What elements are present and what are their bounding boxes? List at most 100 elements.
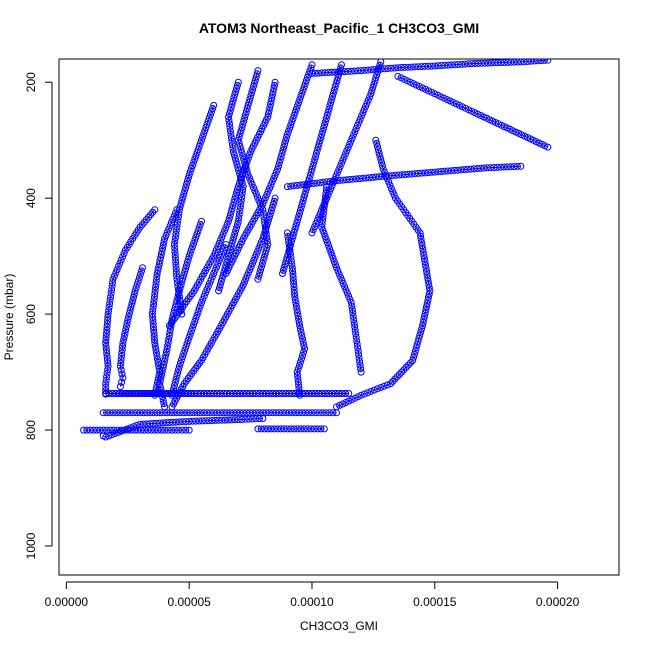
- data-point: [262, 227, 270, 235]
- data-point: [149, 313, 157, 321]
- data-point: [507, 59, 515, 66]
- data-series-21: [99, 415, 267, 441]
- data-point: [189, 324, 196, 332]
- data-point: [103, 409, 111, 417]
- data-point: [213, 263, 220, 271]
- data-point: [265, 409, 273, 417]
- data-point: [282, 390, 290, 397]
- data-point: [441, 167, 449, 175]
- data-point: [360, 106, 368, 114]
- data-point: [216, 390, 224, 397]
- data-point: [350, 319, 358, 327]
- data-point: [322, 409, 330, 417]
- data-point: [104, 366, 112, 374]
- data-point: [107, 293, 115, 301]
- data-point: [397, 64, 405, 71]
- data-point: [174, 369, 182, 377]
- data-point: [331, 83, 339, 91]
- data-point: [391, 375, 399, 383]
- data-point: [377, 384, 385, 391]
- data-point: [102, 336, 110, 344]
- data-point: [401, 63, 409, 71]
- data-point: [305, 70, 313, 78]
- data-point: [467, 165, 475, 173]
- data-point: [309, 226, 317, 234]
- data-point: [294, 309, 301, 317]
- data-point: [194, 308, 202, 316]
- data-point: [311, 223, 319, 231]
- data-point: [296, 206, 304, 214]
- data-point: [291, 296, 299, 304]
- data-point: [279, 409, 286, 417]
- data-series-23: [283, 162, 525, 191]
- data-point: [287, 241, 294, 249]
- data-point: [226, 120, 233, 128]
- data-point: [163, 228, 171, 236]
- data-point: [225, 416, 232, 424]
- data-point: [418, 239, 426, 247]
- data-point: [300, 181, 308, 189]
- data-point: [122, 326, 130, 334]
- data-point: [231, 91, 239, 99]
- data-point: [154, 266, 162, 274]
- data-point: [254, 275, 262, 283]
- data-point: [325, 242, 333, 250]
- data-point: [251, 76, 259, 84]
- data-point: [326, 178, 334, 185]
- data-point: [292, 299, 300, 307]
- data-point: [115, 262, 122, 270]
- data-point: [130, 293, 137, 301]
- data-point: [333, 169, 341, 177]
- data-point: [351, 326, 359, 334]
- data-point: [149, 420, 157, 427]
- data-point: [441, 61, 449, 69]
- data-point: [109, 279, 116, 287]
- data-point: [201, 127, 209, 135]
- data-point: [171, 254, 179, 262]
- data-point: [218, 233, 226, 241]
- data-point: [116, 362, 124, 370]
- data-point: [193, 230, 201, 238]
- data-point: [230, 233, 238, 241]
- data-point: [177, 199, 185, 207]
- data-point: [259, 206, 267, 214]
- data-point: [308, 409, 316, 417]
- data-point: [229, 236, 237, 244]
- data-point: [394, 64, 402, 72]
- data-point: [497, 59, 505, 67]
- data-point: [105, 307, 113, 315]
- data-point: [108, 431, 116, 439]
- data-point: [147, 426, 155, 434]
- data-point: [174, 286, 182, 294]
- data-point: [302, 77, 310, 85]
- data-point: [238, 416, 246, 423]
- data-point: [196, 302, 204, 310]
- data-point: [422, 264, 430, 272]
- data-point: [113, 266, 121, 274]
- data-point: [255, 244, 263, 252]
- data-point: [292, 302, 300, 310]
- data-point: [321, 69, 329, 77]
- data-point: [313, 146, 321, 154]
- data-point: [222, 224, 230, 232]
- data-point: [157, 373, 165, 381]
- data-point: [308, 229, 316, 237]
- data-point: [346, 176, 354, 183]
- data-point: [325, 105, 333, 113]
- data-point: [233, 186, 241, 194]
- data-point: [342, 176, 350, 184]
- data-point: [102, 380, 110, 388]
- data-point: [231, 230, 239, 238]
- data-point: [120, 426, 128, 434]
- data-point: [156, 257, 164, 265]
- data-point: [287, 182, 295, 190]
- data-point: [411, 63, 419, 71]
- data-point: [254, 193, 261, 201]
- data-point: [149, 303, 157, 311]
- data-point: [129, 297, 137, 305]
- data-point: [116, 409, 124, 417]
- data-point: [400, 366, 408, 374]
- data-point: [175, 418, 183, 426]
- data-point: [328, 68, 336, 76]
- data-point: [130, 423, 138, 431]
